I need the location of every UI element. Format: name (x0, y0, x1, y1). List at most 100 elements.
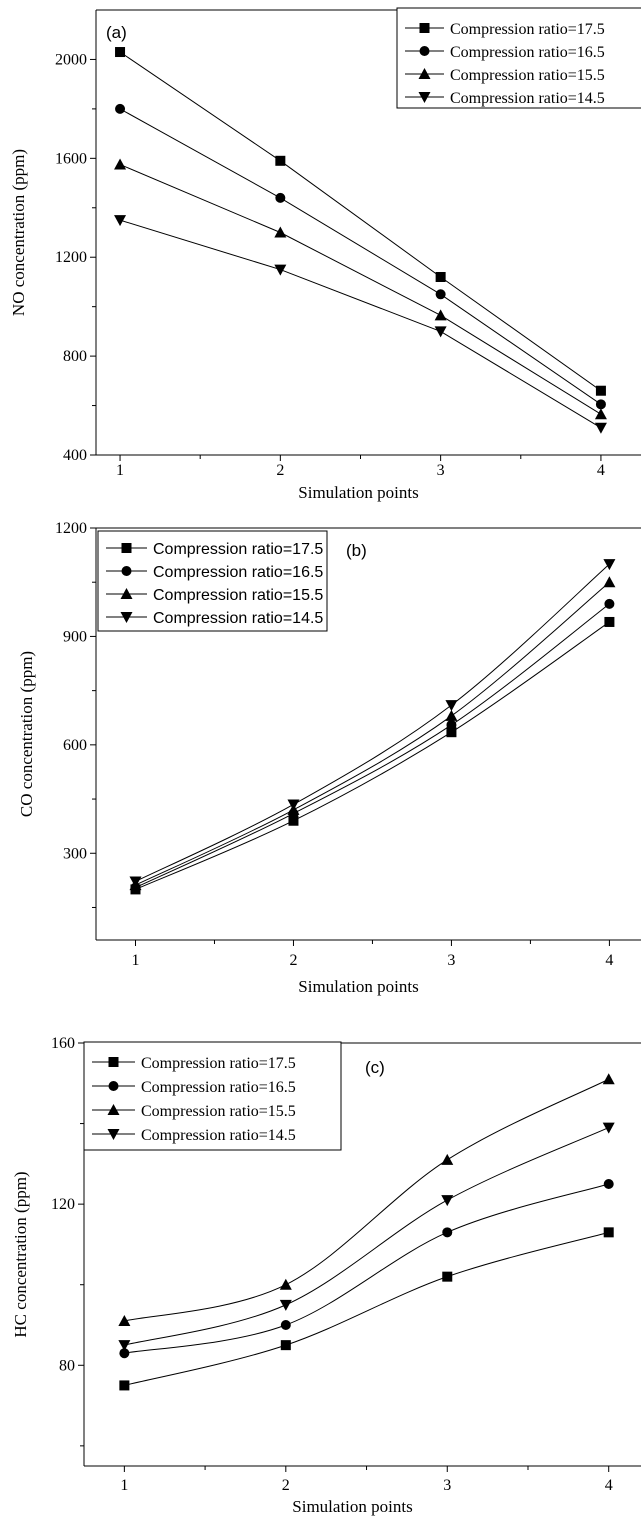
legend-entry-label: Compression ratio=17.5 (450, 21, 605, 38)
series-2 (130, 598, 615, 893)
data-point-marker (118, 1340, 131, 1352)
data-point-marker (603, 1179, 614, 1189)
series-1 (119, 1227, 614, 1391)
data-point-marker (274, 264, 287, 276)
x-axis-label: Simulation points (298, 483, 418, 502)
data-point-marker (602, 1122, 615, 1134)
series-3 (114, 158, 607, 420)
series-line (119, 108, 602, 405)
chart-panel-2: 1 2 3 4 300 600 900 1200 Simulation points CO con… (17, 520, 641, 996)
data-point-marker (275, 155, 286, 166)
data-point-marker (119, 1348, 130, 1359)
data-point-marker (445, 700, 458, 712)
x-tick-label: 4 (605, 1477, 613, 1494)
data-point-marker (434, 326, 447, 338)
legend-marker (121, 543, 132, 553)
legend-marker (108, 1057, 119, 1067)
series-4 (129, 559, 616, 888)
x-tick-label: 3 (443, 1477, 451, 1494)
data-point-marker (279, 1278, 292, 1290)
legend-entry-label: Compression ratio=16.5 (141, 1079, 296, 1096)
data-point-marker (445, 709, 458, 721)
series-line (119, 51, 602, 392)
x-tick-label: 2 (282, 1477, 290, 1494)
chart-panel-3: 1 2 3 4 80 120 160 Simulation points HC concentr… (11, 1035, 641, 1516)
legend-marker (108, 1081, 119, 1091)
legend-marker (419, 46, 430, 56)
data-point-marker (603, 1227, 614, 1238)
legend-box (83, 1041, 342, 1151)
data-point-marker (118, 1314, 131, 1326)
y-tick-label: 600 (63, 737, 87, 754)
data-point-marker (280, 1320, 291, 1330)
x-tick-label: 1 (120, 1477, 128, 1494)
y-tick-label: 1200 (55, 249, 87, 266)
y-tick-label: 800 (63, 348, 87, 365)
y-tick-label: 900 (63, 628, 87, 645)
data-point-marker (595, 399, 606, 410)
series-line (124, 1127, 609, 1346)
data-point-marker (441, 1195, 454, 1207)
data-point-marker (435, 272, 446, 282)
data-point-marker (602, 1073, 615, 1085)
series-4 (114, 215, 607, 434)
data-point-marker (288, 815, 299, 826)
y-tick-label: 160 (51, 1035, 75, 1052)
legend-entry-label: Compression ratio=14.5 (141, 1127, 296, 1144)
series-line (124, 1231, 609, 1386)
data-point-marker (279, 1299, 292, 1311)
series-line (119, 164, 602, 415)
legend-marker (419, 23, 430, 33)
series-3 (129, 576, 616, 891)
y-tick-label: 1200 (55, 520, 87, 537)
data-point-marker (129, 876, 142, 888)
legend-entry-label: Compression ratio=16.5 (153, 564, 323, 581)
legend-entry-label: Compression ratio=15.5 (450, 67, 605, 84)
data-point-marker (114, 215, 127, 227)
data-point-marker (446, 727, 457, 738)
chart-panel-1: 1 2 3 4 400 800 1200 1600 2000 Simulation points N… (9, 7, 641, 502)
data-point-marker (274, 226, 287, 238)
data-point-marker (287, 799, 300, 811)
legend-marker (418, 92, 431, 103)
legend-entry-label: Compression ratio=15.5 (153, 587, 323, 604)
y-tick-label: 2000 (55, 51, 87, 68)
data-point-marker (114, 158, 127, 170)
data-point-marker (435, 289, 446, 300)
y-tick-label: 300 (63, 845, 87, 862)
panel-label: (b) (346, 541, 367, 560)
data-point-marker (594, 408, 607, 420)
legend: Compression ratio=17.5 Compression ratio=… (97, 530, 328, 632)
legend-entry-label: Compression ratio=15.5 (141, 1103, 296, 1120)
legend: Compression ratio=17.5 Compression ratio=… (396, 7, 641, 109)
y-axis-label: NO concentration (ppm) (9, 149, 28, 316)
series-4 (118, 1122, 615, 1352)
series-1 (130, 616, 615, 895)
series-1 (115, 47, 606, 396)
data-point-marker (603, 559, 616, 571)
data-point-marker (115, 103, 126, 114)
data-point-marker (603, 576, 616, 588)
series-2 (119, 1179, 614, 1359)
legend-box (396, 7, 641, 109)
legend-entry-label: Compression ratio=17.5 (141, 1055, 296, 1072)
series-line (124, 1183, 609, 1354)
series-line (119, 219, 602, 429)
data-point-marker (442, 1227, 453, 1238)
data-point-marker (604, 616, 615, 627)
legend: Compression ratio=17.5 Compression ratio=… (83, 1041, 342, 1151)
y-axis-label: CO concentration (ppm) (17, 651, 36, 817)
series-line (124, 1078, 609, 1322)
legend-marker (107, 1129, 120, 1140)
series-2 (115, 103, 606, 410)
data-point-marker (441, 1153, 454, 1165)
y-tick-label: 80 (59, 1357, 75, 1374)
x-tick-label: 4 (597, 462, 605, 479)
data-point-marker (442, 1271, 453, 1282)
data-point-marker (594, 422, 607, 434)
data-point-marker (275, 192, 286, 203)
data-point-marker (434, 309, 447, 321)
data-point-marker (595, 385, 606, 396)
x-tick-label: 2 (276, 462, 284, 479)
